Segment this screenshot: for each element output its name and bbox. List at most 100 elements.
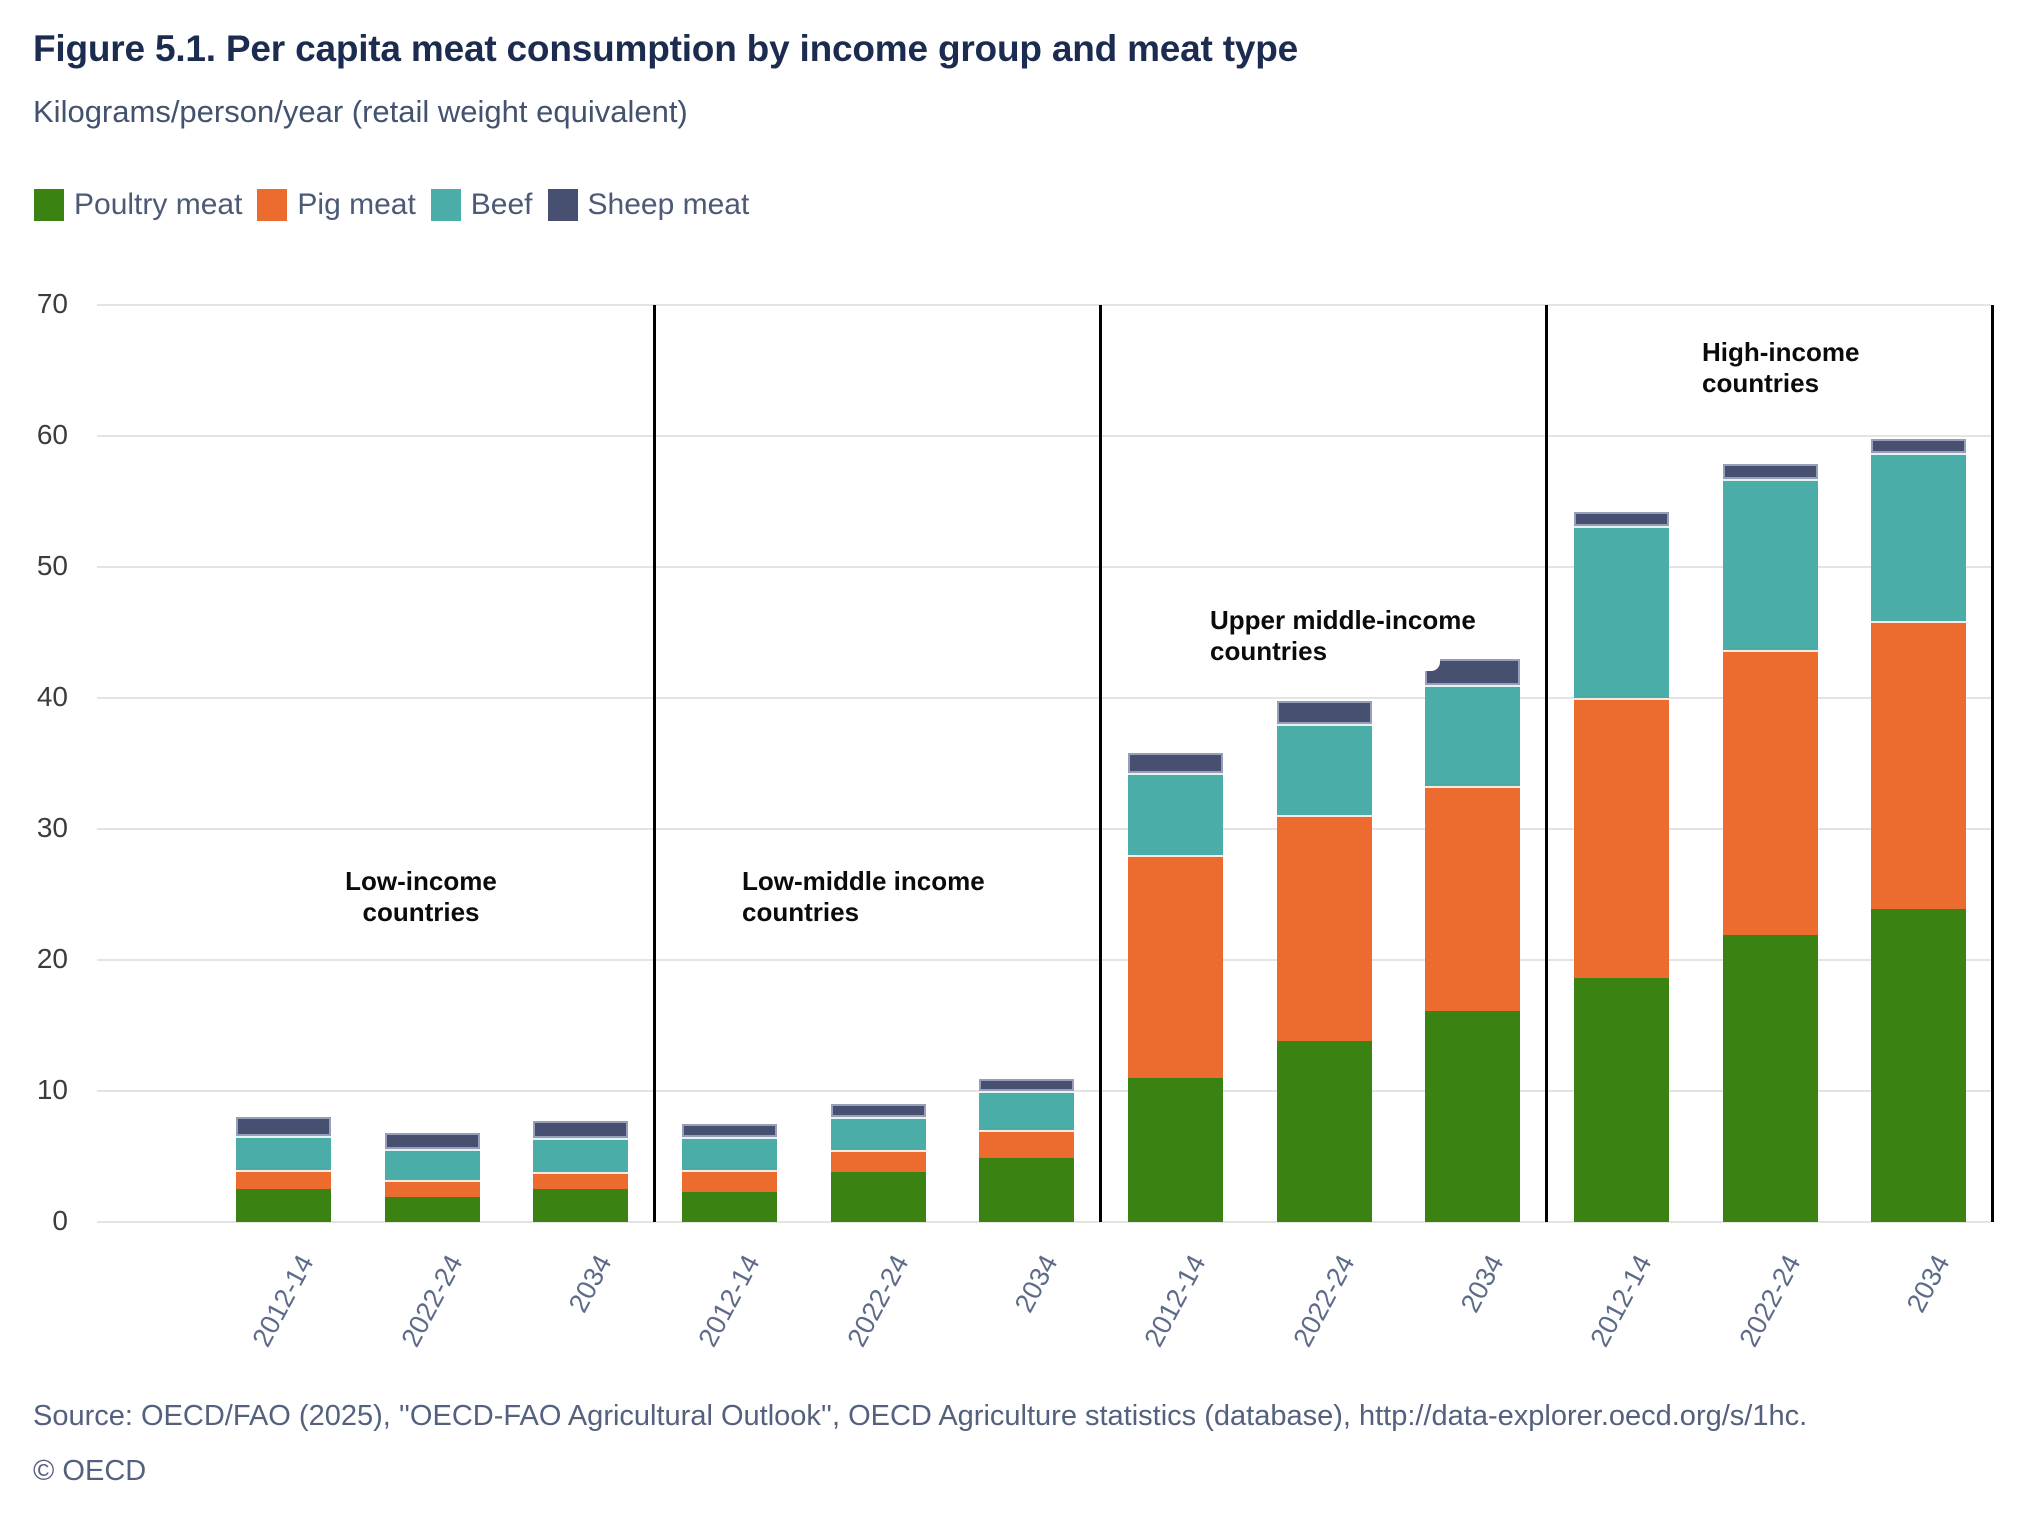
panel-divider [652, 305, 656, 1222]
bar-segment-pig-meat [1573, 698, 1669, 979]
bar-segment-pig-meat [830, 1149, 926, 1173]
bar-segment-poultry-meat [1871, 908, 1967, 1222]
bar-segment-beef [1127, 772, 1223, 856]
gridline-30 [97, 828, 1991, 830]
gridline-60 [97, 435, 1991, 437]
bar-segment-sheep-meat [533, 1121, 629, 1139]
legend-swatch-pig-meat [257, 189, 288, 221]
bar-segment-poultry-meat [384, 1197, 480, 1222]
legend-label: Poultry meat [74, 188, 243, 221]
legend-item: Beef [430, 188, 533, 222]
bar-segment-sheep-meat [1573, 511, 1669, 527]
bar-segment-beef [979, 1091, 1075, 1131]
bar-segment-beef [533, 1138, 629, 1173]
bar-segment-sheep-meat [979, 1079, 1075, 1091]
bar-segment-pig-meat [235, 1169, 331, 1190]
x-axis-tick-label: 2034 [1454, 1250, 1510, 1318]
gridline-40 [97, 697, 1991, 699]
chart-legend: Poultry meat Pig meat Beef Sheep meat [34, 188, 764, 222]
panel-divider [1544, 305, 1548, 1222]
legend-item: Sheep meat [547, 188, 750, 222]
bar-segment-poultry-meat [830, 1172, 926, 1222]
gridline-20 [97, 959, 1991, 961]
bar-segment-beef [1871, 453, 1967, 621]
bar-segment-poultry-meat [533, 1189, 629, 1222]
legend-item: Poultry meat [34, 188, 242, 222]
source-note: Source: OECD/FAO (2025), ''OECD-FAO Agri… [33, 1400, 1808, 1432]
bar-segment-pig-meat [681, 1169, 777, 1192]
y-axis-tick-label: 40 [36, 681, 68, 712]
copyright-note: © OECD [33, 1455, 147, 1487]
bar-segment-sheep-meat [1425, 658, 1521, 685]
bar-segment-sheep-meat [384, 1132, 480, 1149]
bar-segment-poultry-meat [1276, 1041, 1372, 1222]
bar-segment-beef [1722, 479, 1818, 650]
bar-segment-pig-meat [979, 1130, 1075, 1158]
y-axis-tick-label: 50 [36, 550, 68, 581]
bar-segment-pig-meat [1871, 620, 1967, 909]
bar-segment-poultry-meat [1127, 1077, 1223, 1222]
x-axis-tick-label: 2034 [1900, 1250, 1956, 1318]
bar-segment-sheep-meat [235, 1117, 331, 1136]
x-axis-tick-label: 2022-24 [395, 1250, 469, 1352]
y-axis-tick-label: 60 [36, 419, 68, 450]
legend-label: Pig meat [297, 188, 416, 221]
panel-divider [1990, 305, 1994, 1222]
panel-divider [1098, 305, 1102, 1222]
bar-segment-beef [1276, 724, 1372, 815]
group-label-2: Low-middle income countries [742, 866, 985, 927]
legend-swatch-poultry-meat [34, 189, 64, 221]
gridline-70 [97, 304, 1991, 306]
y-axis-tick-label: 10 [36, 1074, 68, 1105]
x-axis-tick-label: 2012-14 [1584, 1250, 1658, 1352]
x-axis-tick-label: 2012-14 [246, 1250, 320, 1352]
legend-swatch-beef [430, 189, 461, 221]
bar-segment-pig-meat [1276, 814, 1372, 1042]
bar-top-notch [1425, 658, 1441, 671]
bar-segment-poultry-meat [681, 1191, 777, 1222]
bar-segment-beef [681, 1136, 777, 1170]
x-axis-tick-label: 2012-14 [1138, 1250, 1212, 1352]
y-axis-tick-label: 30 [36, 812, 68, 843]
y-axis-tick-label: 20 [36, 943, 68, 974]
bar-segment-beef [1425, 684, 1521, 786]
x-axis-tick-label: 2022-24 [1733, 1250, 1807, 1352]
x-axis-tick-label: 2022-24 [841, 1250, 915, 1352]
bar-segment-pig-meat [384, 1180, 480, 1198]
bar-segment-pig-meat [1722, 649, 1818, 936]
y-axis-tick-label: 70 [36, 288, 68, 319]
bar-segment-poultry-meat [1425, 1011, 1521, 1222]
bar-segment-sheep-meat [1127, 753, 1223, 773]
bar-segment-poultry-meat [235, 1189, 331, 1222]
group-label-1: Low-income countries [345, 866, 497, 927]
bar-segment-poultry-meat [1573, 978, 1669, 1222]
bar-segment-beef [1573, 526, 1669, 698]
bar-segment-sheep-meat [681, 1123, 777, 1137]
group-label-4: High-income countries [1702, 337, 1860, 398]
bar-segment-sheep-meat [830, 1104, 926, 1118]
gridline-0 [97, 1221, 1991, 1223]
bar-segment-sheep-meat [1871, 438, 1967, 454]
legend-item: Pig meat [257, 188, 416, 222]
bar-segment-sheep-meat [1276, 700, 1372, 725]
bar-segment-poultry-meat [1722, 935, 1818, 1222]
legend-label: Sheep meat [587, 188, 750, 221]
x-axis-tick-label: 2034 [562, 1250, 618, 1318]
bar-segment-pig-meat [1127, 855, 1223, 1078]
bar-segment-pig-meat [1425, 785, 1521, 1012]
bar-segment-pig-meat [533, 1172, 629, 1190]
figure-title: Figure 5.1. Per capita meat consumption … [33, 28, 1299, 69]
legend-label: Beef [470, 188, 533, 221]
y-axis-tick-label: 0 [52, 1205, 68, 1236]
bar-segment-beef [384, 1148, 480, 1181]
legend-swatch-sheep-meat [547, 189, 578, 221]
bar-segment-beef [830, 1117, 926, 1150]
bar-segment-beef [235, 1135, 331, 1170]
bar-segment-sheep-meat [1722, 463, 1818, 480]
group-label-3: Upper middle-income countries [1210, 605, 1476, 666]
x-axis-tick-label: 2022-24 [1287, 1250, 1361, 1352]
bar-segment-poultry-meat [979, 1157, 1075, 1222]
x-axis-tick-label: 2012-14 [692, 1250, 766, 1352]
figure-subtitle: Kilograms/person/year (retail weight equ… [33, 94, 688, 129]
